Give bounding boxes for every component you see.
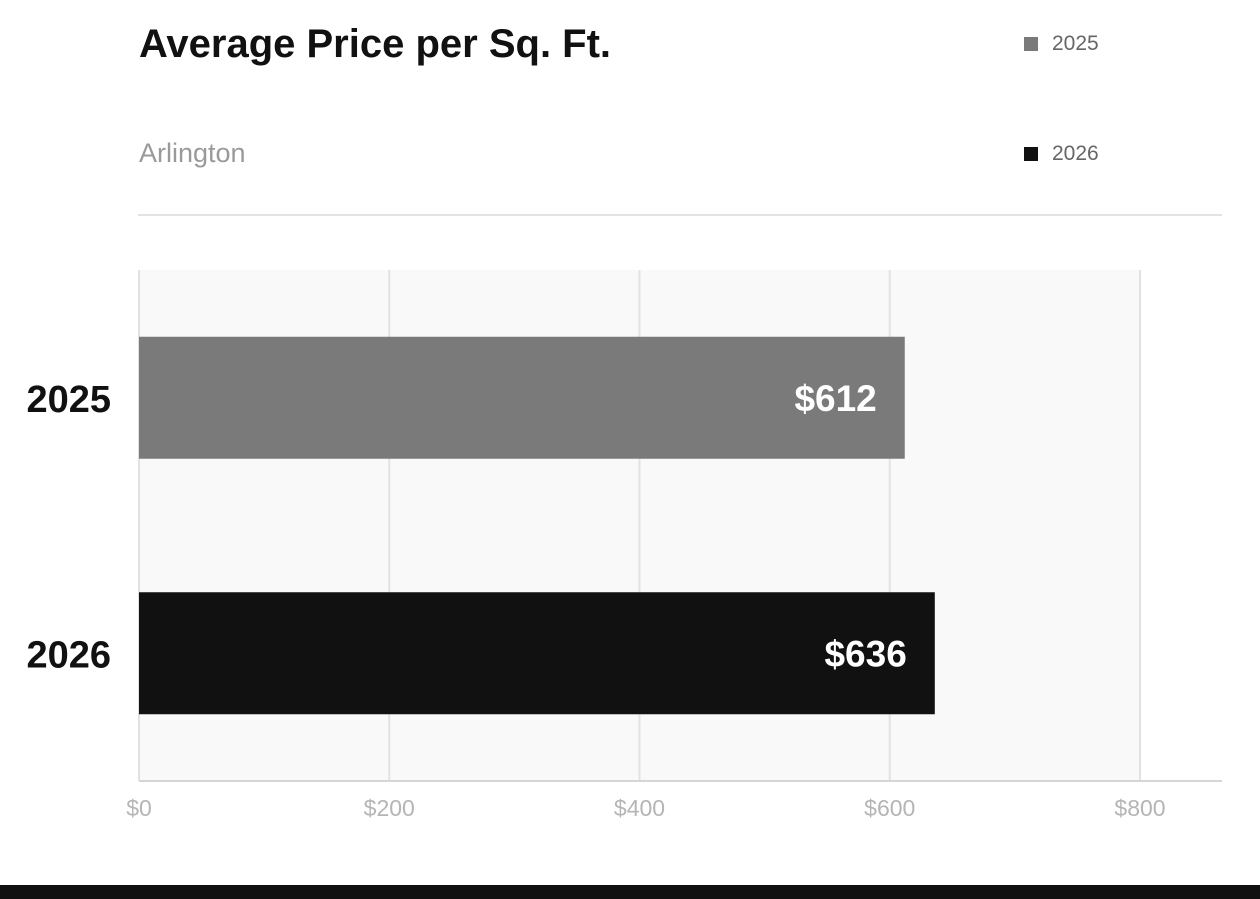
category-label-2026: 2026 [26, 634, 111, 676]
legend-label-2025: 2025 [1052, 32, 1099, 55]
x-tick-label-2: $400 [614, 795, 665, 821]
x-tick-label-3: $600 [864, 795, 915, 821]
data-label-2026: $636 [824, 633, 906, 674]
footer-bar [0, 885, 1260, 899]
chart-title: Average Price per Sq. Ft. [139, 22, 612, 66]
legend-swatch-2025 [1024, 37, 1038, 51]
data-label-2025: $612 [794, 378, 876, 419]
legend-item-2026: 2026 [1024, 142, 1099, 166]
header-divider [138, 214, 1222, 216]
bar-2025 [139, 336, 905, 459]
legend-item-2025: 2025 [1024, 32, 1099, 56]
legend-swatch-2026 [1024, 147, 1038, 161]
x-tick-label-4: $800 [1114, 795, 1165, 821]
chart-subtitle: Arlington [139, 138, 246, 168]
x-tick-label-1: $200 [364, 795, 415, 821]
bar-2026 [139, 592, 935, 715]
category-label-2025: 2025 [26, 379, 111, 421]
legend-label-2026: 2026 [1052, 142, 1099, 165]
x-tick-label-0: $0 [126, 795, 152, 821]
